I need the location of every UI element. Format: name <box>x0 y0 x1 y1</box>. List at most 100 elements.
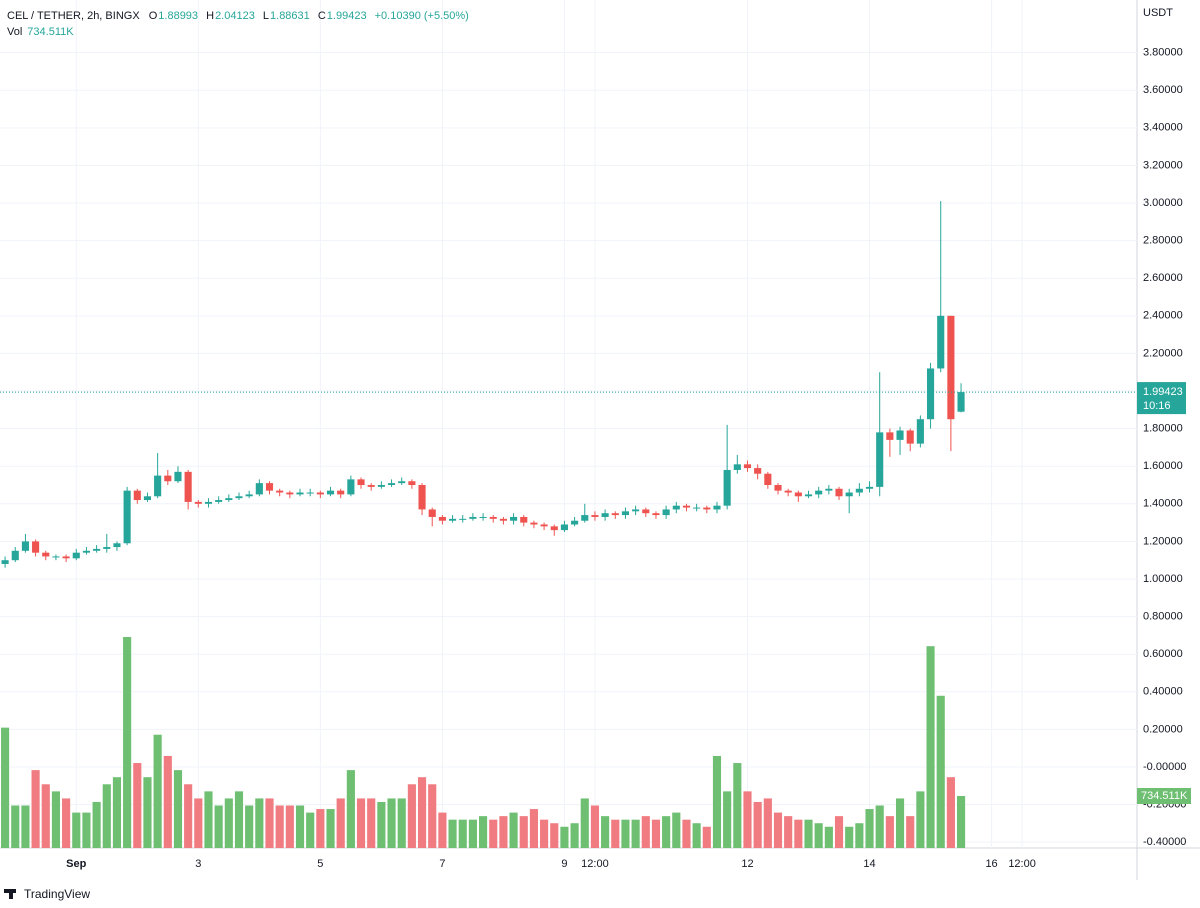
candle-body <box>723 469 731 506</box>
candle-body <box>601 513 609 517</box>
candle-body <box>337 490 345 495</box>
candle-body <box>164 475 172 482</box>
volume-bar <box>662 816 671 848</box>
volume-bar <box>72 812 81 848</box>
candle-body <box>957 392 965 412</box>
volume-bar <box>194 798 203 848</box>
volume-bar <box>692 823 701 848</box>
candle-body <box>347 479 355 495</box>
volume-bar <box>682 819 691 848</box>
candle-body <box>326 490 335 495</box>
volume-bar <box>407 784 416 848</box>
candle-body <box>123 490 131 544</box>
y-tick-label: -0.00000 <box>1143 761 1186 773</box>
y-tick-label: 1.00000 <box>1143 573 1183 585</box>
volume-bar <box>956 795 966 848</box>
volume-bar <box>489 819 498 848</box>
grid <box>0 0 1137 848</box>
volume-bar <box>804 819 813 848</box>
candle-body <box>560 524 568 531</box>
close-letter: C <box>317 10 326 22</box>
candle-body <box>42 552 50 557</box>
candle-body <box>11 550 19 561</box>
candle-body <box>133 490 141 501</box>
volume-bar <box>621 819 630 848</box>
volume-bar <box>245 805 254 848</box>
x-tick-label: 3 <box>195 858 201 870</box>
volume-bar <box>306 812 315 848</box>
y-tick-label: 2.60000 <box>1143 272 1183 284</box>
candle-body <box>815 490 823 495</box>
volume-bar <box>672 812 681 848</box>
y-tick-label: 3.20000 <box>1143 159 1183 171</box>
volume-bar <box>326 809 335 848</box>
candle-body <box>865 486 874 489</box>
x-tick-label: 7 <box>439 858 445 870</box>
candle-body <box>703 507 711 510</box>
candle-body <box>499 518 507 521</box>
volume-label: 734.511K <box>1141 790 1188 802</box>
volume-bar <box>428 784 437 848</box>
volume-bar <box>926 646 935 848</box>
y-tick-label: 2.40000 <box>1143 310 1183 322</box>
volume-bar <box>214 805 223 848</box>
volume-bar <box>143 777 152 848</box>
price-label-box <box>1137 382 1186 415</box>
candle-body <box>693 507 701 509</box>
low-letter: L <box>262 10 270 22</box>
candle-body <box>916 419 924 444</box>
candle-body <box>835 488 843 497</box>
candle-body <box>174 471 182 482</box>
volume-bar <box>601 816 610 848</box>
open-letter: O <box>148 10 158 22</box>
volume-bar <box>611 819 620 848</box>
volume-bar <box>102 784 111 848</box>
volume-bar <box>82 812 91 848</box>
candle-body <box>947 315 955 420</box>
volume-bar <box>906 816 915 848</box>
volume-bar <box>448 819 457 848</box>
volume-bar <box>570 823 579 848</box>
candle-body <box>387 483 396 486</box>
volume-bar <box>499 816 508 848</box>
logo-icon <box>4 889 16 899</box>
volume-bar <box>204 791 213 848</box>
volume-bar <box>773 812 783 848</box>
volume-bar <box>255 798 264 848</box>
candle-body <box>682 505 691 508</box>
candle-body <box>367 485 375 487</box>
volume-bar <box>336 798 345 848</box>
price-label: 1.99423 <box>1143 386 1183 398</box>
x-tick-label: 12:00 <box>1008 858 1036 870</box>
candle-body <box>571 520 579 525</box>
candle-body <box>204 501 213 504</box>
candle-body <box>32 541 40 553</box>
volume-bar <box>285 805 294 848</box>
candle-body <box>306 492 314 494</box>
candle-body <box>804 494 813 497</box>
volume-bar <box>723 791 732 848</box>
volume-bar <box>855 823 864 848</box>
change: +0.10390 (+5.50%) <box>374 10 469 22</box>
candle-body <box>784 490 792 493</box>
volume-bar <box>641 816 650 848</box>
candle-body <box>459 518 467 520</box>
volume-bar <box>946 777 955 848</box>
volume-bar <box>936 695 945 848</box>
ohlc-row: CEL / TETHER, 2h, BINGX O1.88993 H2.0412… <box>7 8 474 24</box>
x-tick-label: 12:00 <box>581 858 609 870</box>
candle-body <box>103 547 111 549</box>
candle-body <box>845 492 853 497</box>
y-tick-label: 3.80000 <box>1143 47 1183 59</box>
candle-body <box>774 485 782 491</box>
symbol: CEL / TETHER, 2h, BINGX <box>7 10 140 22</box>
candle-body <box>377 485 385 487</box>
volume-bar <box>112 777 122 848</box>
candle-body <box>754 468 762 474</box>
candle-body <box>794 492 802 497</box>
candle-body <box>876 432 884 487</box>
candle-body <box>632 509 640 512</box>
y-tick-label: 0.20000 <box>1143 723 1183 735</box>
candle-body <box>937 315 945 369</box>
y-tick-label: 2.80000 <box>1143 235 1183 247</box>
